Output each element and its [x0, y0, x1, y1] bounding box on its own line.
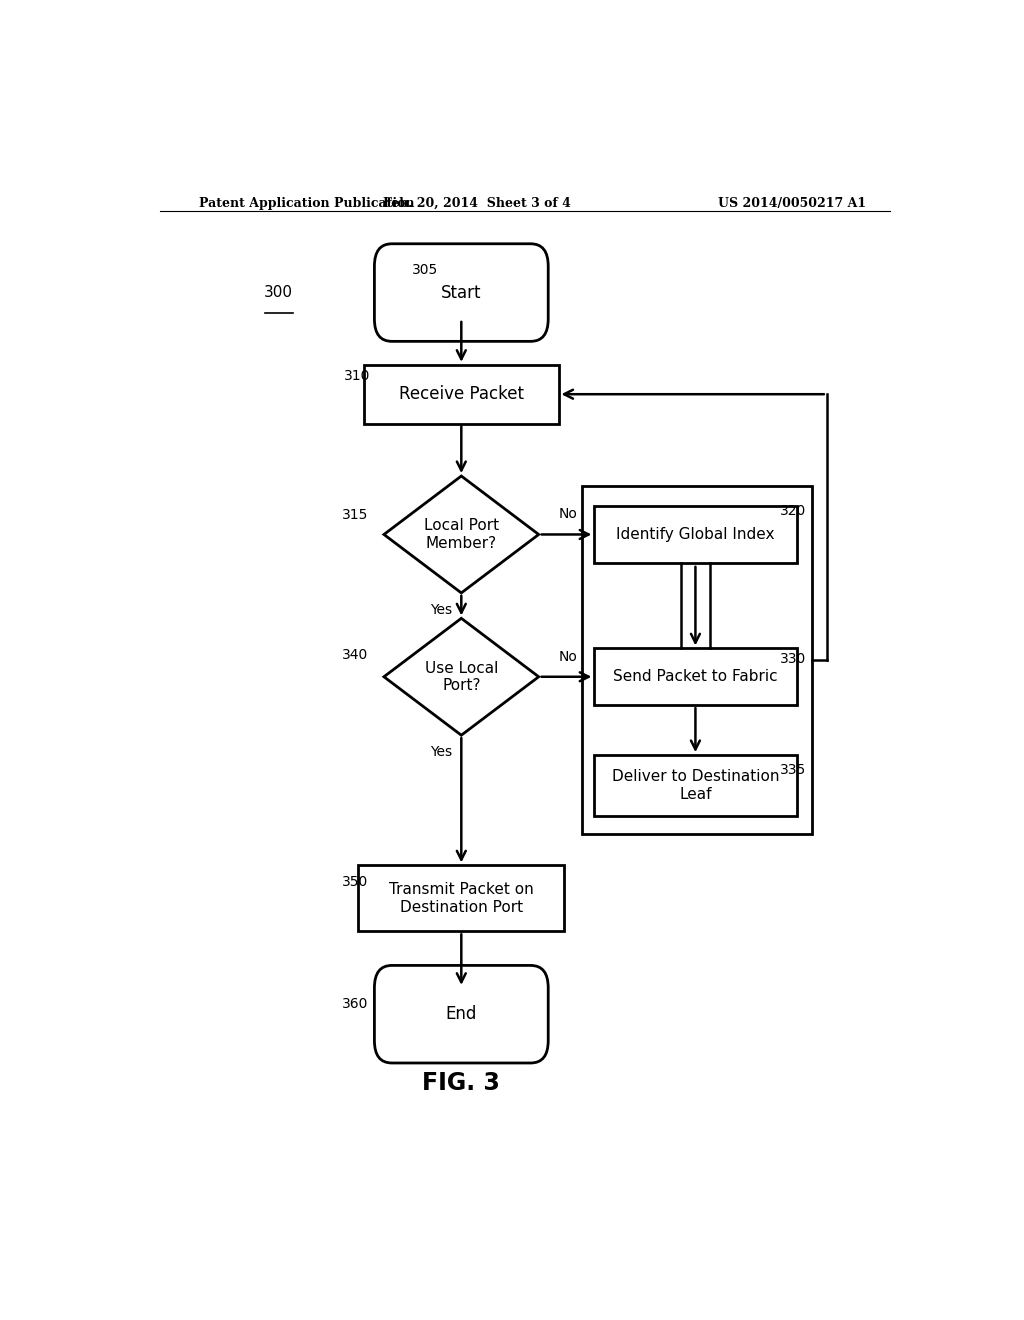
Text: 310: 310	[344, 368, 371, 383]
Text: Start: Start	[441, 284, 481, 301]
Text: Local Port
Member?: Local Port Member?	[424, 519, 499, 550]
Text: Patent Application Publication: Patent Application Publication	[200, 197, 415, 210]
Text: Feb. 20, 2014  Sheet 3 of 4: Feb. 20, 2014 Sheet 3 of 4	[383, 197, 571, 210]
Text: 360: 360	[342, 997, 369, 1011]
Text: End: End	[445, 1006, 477, 1023]
Text: Receive Packet: Receive Packet	[398, 385, 524, 403]
Text: Send Packet to Fabric: Send Packet to Fabric	[613, 669, 778, 684]
Text: Yes: Yes	[430, 746, 453, 759]
Text: 320: 320	[780, 504, 807, 517]
Bar	[365, 364, 558, 424]
Text: Transmit Packet on
Destination Port: Transmit Packet on Destination Port	[389, 882, 534, 915]
Bar	[594, 648, 797, 705]
Text: FIG. 3: FIG. 3	[422, 1072, 501, 1096]
Bar	[583, 486, 812, 834]
Text: No: No	[558, 507, 578, 521]
Text: 330: 330	[780, 652, 807, 667]
Text: 305: 305	[412, 263, 438, 277]
Polygon shape	[384, 477, 539, 593]
Text: US 2014/0050217 A1: US 2014/0050217 A1	[718, 197, 866, 210]
Text: Identify Global Index: Identify Global Index	[616, 527, 775, 543]
Text: 300: 300	[264, 285, 293, 300]
FancyBboxPatch shape	[375, 244, 548, 342]
Bar	[594, 506, 797, 562]
Text: 340: 340	[342, 648, 369, 663]
Bar	[358, 866, 564, 932]
Text: 315: 315	[342, 508, 369, 521]
Text: No: No	[558, 649, 578, 664]
Text: Use Local
Port?: Use Local Port?	[425, 660, 498, 693]
Text: Yes: Yes	[430, 603, 453, 616]
FancyBboxPatch shape	[375, 965, 548, 1063]
Text: 350: 350	[342, 875, 369, 888]
Text: 335: 335	[780, 763, 807, 777]
Polygon shape	[384, 618, 539, 735]
Bar	[594, 755, 797, 816]
Text: Deliver to Destination
Leaf: Deliver to Destination Leaf	[611, 770, 779, 801]
